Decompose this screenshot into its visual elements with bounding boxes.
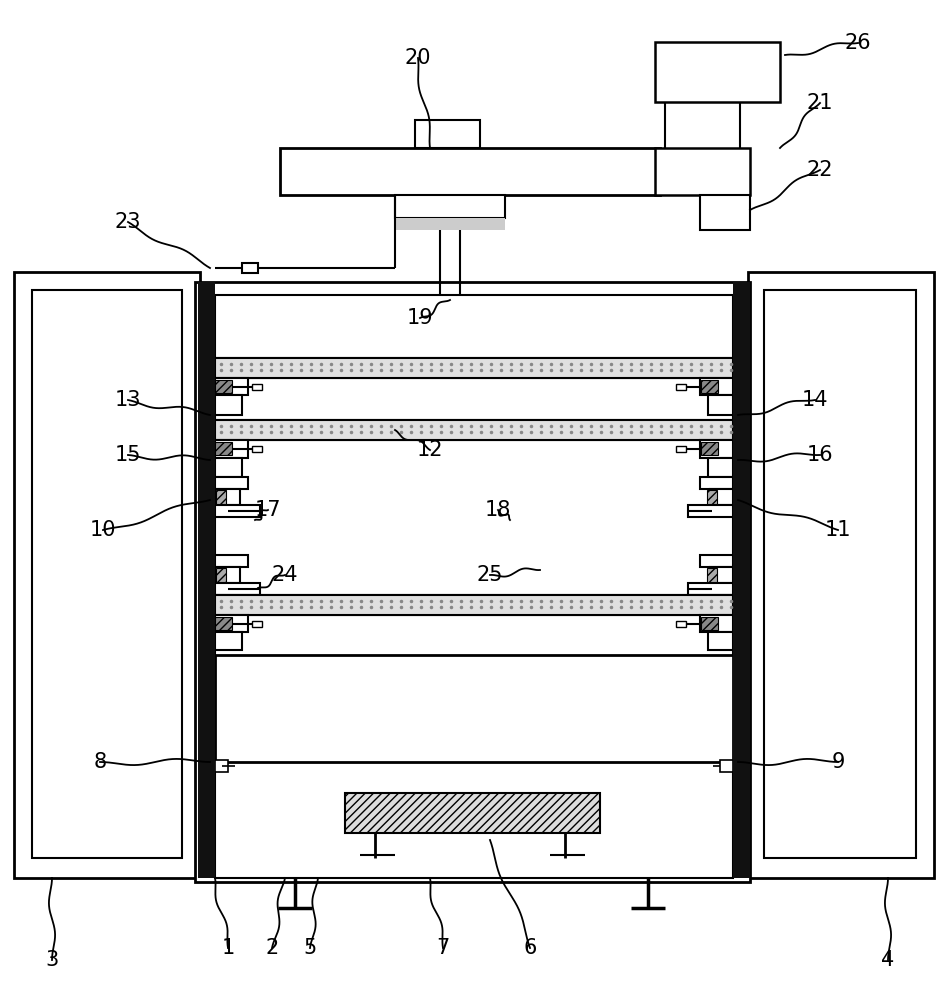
Bar bbox=[215, 395, 242, 415]
Bar bbox=[215, 440, 248, 458]
Text: 12: 12 bbox=[417, 440, 444, 460]
Bar bbox=[733, 282, 750, 878]
Text: 22: 22 bbox=[807, 160, 833, 180]
Bar bbox=[701, 380, 718, 393]
Text: 18: 18 bbox=[484, 500, 511, 520]
Bar bbox=[215, 567, 240, 583]
Bar bbox=[676, 384, 686, 390]
Bar bbox=[708, 632, 733, 650]
Text: 14: 14 bbox=[802, 390, 829, 410]
Bar bbox=[688, 505, 733, 517]
Text: 6: 6 bbox=[523, 938, 537, 958]
Text: 24: 24 bbox=[272, 565, 299, 585]
Bar bbox=[720, 760, 733, 772]
Bar bbox=[215, 458, 242, 477]
Bar bbox=[215, 477, 248, 489]
Bar bbox=[708, 395, 733, 415]
Bar bbox=[215, 615, 248, 632]
Bar bbox=[215, 595, 733, 615]
Text: 13: 13 bbox=[115, 390, 141, 410]
Text: 26: 26 bbox=[845, 33, 871, 53]
Bar bbox=[215, 617, 232, 630]
Text: 20: 20 bbox=[405, 48, 431, 68]
Bar bbox=[655, 148, 750, 195]
Bar bbox=[215, 595, 733, 615]
Bar bbox=[215, 632, 242, 650]
Bar bbox=[700, 615, 733, 632]
Text: 7: 7 bbox=[436, 938, 449, 958]
Bar bbox=[198, 282, 215, 878]
Bar bbox=[215, 442, 232, 455]
Bar bbox=[32, 290, 182, 858]
Bar bbox=[242, 263, 258, 273]
Text: 10: 10 bbox=[90, 520, 117, 540]
Text: 3: 3 bbox=[46, 950, 59, 970]
Text: 15: 15 bbox=[115, 445, 141, 465]
Bar bbox=[215, 555, 248, 567]
Bar bbox=[252, 446, 262, 452]
Bar bbox=[216, 568, 226, 582]
Bar bbox=[215, 380, 232, 393]
Text: 9: 9 bbox=[831, 752, 845, 772]
Bar bbox=[215, 505, 260, 517]
Text: 23: 23 bbox=[115, 212, 141, 232]
Bar bbox=[216, 490, 226, 504]
Bar bbox=[748, 272, 934, 878]
Bar bbox=[215, 358, 733, 378]
Bar bbox=[215, 489, 240, 505]
Bar bbox=[345, 793, 600, 833]
Bar bbox=[700, 477, 733, 489]
Bar bbox=[252, 384, 262, 390]
Bar bbox=[215, 583, 260, 595]
Text: 4: 4 bbox=[882, 950, 895, 970]
Bar bbox=[700, 555, 733, 567]
Bar bbox=[710, 489, 733, 505]
Bar bbox=[710, 567, 733, 583]
Bar bbox=[700, 195, 750, 230]
Bar bbox=[252, 621, 262, 627]
Bar bbox=[395, 218, 505, 230]
Bar bbox=[701, 617, 718, 630]
Text: 8: 8 bbox=[94, 752, 106, 772]
Text: 1: 1 bbox=[222, 938, 234, 958]
Text: 16: 16 bbox=[807, 445, 833, 465]
Bar bbox=[676, 446, 686, 452]
Text: 2: 2 bbox=[265, 938, 279, 958]
Bar bbox=[215, 358, 733, 378]
Bar bbox=[215, 358, 733, 378]
Bar bbox=[707, 568, 717, 582]
Bar bbox=[215, 760, 228, 772]
Bar bbox=[701, 442, 718, 455]
Bar bbox=[708, 458, 733, 477]
Text: 21: 21 bbox=[807, 93, 833, 113]
Bar bbox=[215, 420, 733, 440]
Bar bbox=[707, 490, 717, 504]
Bar bbox=[215, 378, 248, 395]
Text: 17: 17 bbox=[255, 500, 282, 520]
Bar bbox=[280, 148, 660, 195]
Bar bbox=[700, 440, 733, 458]
Bar bbox=[195, 282, 750, 882]
Bar bbox=[215, 595, 733, 615]
Bar bbox=[676, 621, 686, 627]
Bar bbox=[14, 272, 200, 878]
Text: 19: 19 bbox=[407, 308, 433, 328]
Bar bbox=[215, 420, 733, 440]
Text: 25: 25 bbox=[477, 565, 503, 585]
Text: 11: 11 bbox=[825, 520, 851, 540]
Bar bbox=[688, 583, 733, 595]
Bar bbox=[215, 655, 733, 762]
Text: 5: 5 bbox=[303, 938, 317, 958]
Bar bbox=[700, 378, 733, 395]
Bar bbox=[415, 120, 480, 148]
Bar bbox=[215, 295, 733, 878]
Bar bbox=[215, 420, 733, 440]
Bar bbox=[395, 195, 505, 218]
Bar bbox=[764, 290, 916, 858]
Bar bbox=[655, 42, 780, 102]
